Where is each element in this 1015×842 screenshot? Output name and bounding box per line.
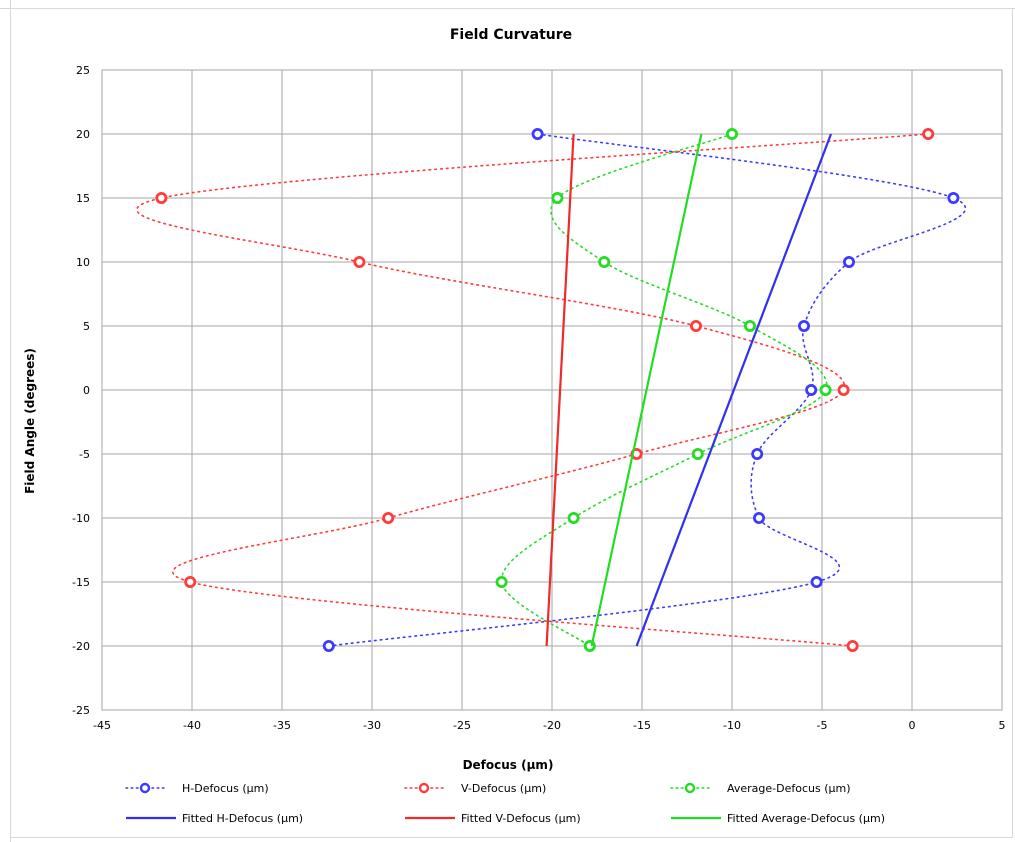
y-tick-label: -25 — [72, 704, 90, 717]
legend-item: Fitted H-Defocus (µm) — [126, 812, 303, 825]
x-tick-label: 5 — [999, 719, 1006, 732]
series-4 — [545, 133, 575, 647]
chart-title: Field Curvature — [450, 27, 572, 43]
legend-item: V-Defocus (µm) — [404, 782, 546, 795]
data-point — [353, 255, 366, 268]
data-point — [798, 319, 811, 332]
x-tick-label: -15 — [633, 719, 651, 732]
x-tick-label: -20 — [543, 719, 561, 732]
fitted-line — [590, 133, 703, 647]
data-point — [322, 640, 335, 653]
data-point — [567, 511, 580, 524]
data-point — [837, 383, 850, 396]
data-point — [551, 191, 564, 204]
x-tick-label: -5 — [817, 719, 828, 732]
legend-label: H-Defocus (µm) — [182, 782, 269, 795]
series-curve — [328, 133, 966, 647]
x-tick-label: -30 — [363, 719, 381, 732]
legend-label: Average-Defocus (µm) — [727, 782, 851, 795]
y-tick-label: 15 — [76, 192, 90, 205]
data-point — [495, 576, 508, 589]
y-tick-label: -15 — [72, 576, 90, 589]
y-tick-label: -10 — [72, 512, 90, 525]
legend-marker — [139, 782, 151, 794]
x-tick-label: -45 — [93, 719, 111, 732]
data-point — [843, 255, 856, 268]
legend-label: Fitted H-Defocus (µm) — [182, 812, 303, 825]
data-point — [805, 383, 818, 396]
data-point — [155, 191, 168, 204]
data-point — [810, 576, 823, 589]
data-point — [846, 640, 859, 653]
plot-border — [101, 69, 1003, 711]
y-axis-label: Field Angle (degrees) — [23, 348, 37, 494]
y-tick-label: 25 — [76, 64, 90, 77]
legend-item: H-Defocus (µm) — [125, 782, 269, 795]
y-tick-label: 5 — [83, 320, 90, 333]
x-tick-label: 0 — [909, 719, 916, 732]
series-2 — [495, 128, 832, 653]
legend: H-Defocus (µm) V-Defocus (µm) Average-Defo… — [125, 782, 885, 825]
y-tick-label: -20 — [72, 640, 90, 653]
data-point — [690, 319, 703, 332]
legend-item: Average-Defocus (µm) — [670, 782, 851, 795]
x-tick-label: -35 — [273, 719, 291, 732]
legend-item: Fitted Average-Defocus (µm) — [671, 812, 885, 825]
data-point — [753, 511, 766, 524]
y-tick-label: 0 — [83, 384, 90, 397]
fitted-line — [635, 133, 833, 647]
fitted-line — [545, 133, 575, 647]
axes: -45 -40 -35 -30 -25 -20 -15 -10 -5 0 5 25 20 15 10 5 0 -5… — [72, 64, 1005, 732]
y-tick-label: -5 — [79, 448, 90, 461]
legend-label: Fitted Average-Defocus (µm) — [727, 812, 885, 825]
chart-area[interactable]: -45 -40 -35 -30 -25 -20 -15 -10 -5 0 5 25 20 15 10 5 0 -5… — [10, 8, 1013, 838]
legend-item: Fitted V-Defocus (µm) — [405, 812, 581, 825]
data-point — [382, 511, 395, 524]
series-1 — [136, 128, 935, 653]
x-tick-label: -40 — [183, 719, 201, 732]
data-point — [751, 447, 764, 460]
series-0 — [322, 128, 966, 653]
data-point — [947, 191, 960, 204]
data-point — [691, 447, 704, 460]
series-3 — [635, 133, 833, 647]
data-point — [598, 255, 611, 268]
legend-label: Fitted V-Defocus (µm) — [461, 812, 581, 825]
data-point — [922, 128, 935, 141]
data-point — [726, 128, 739, 141]
data-point — [184, 576, 197, 589]
x-tick-label: -10 — [723, 719, 741, 732]
data-point — [531, 128, 544, 141]
y-tick-label: 20 — [76, 128, 90, 141]
data-point — [819, 383, 832, 396]
series-5 — [590, 133, 703, 647]
field-curvature-chart: -45 -40 -35 -30 -25 -20 -15 -10 -5 0 5 25 20 15 10 5 0 -5… — [23, 27, 1006, 825]
legend-label: V-Defocus (µm) — [461, 782, 546, 795]
x-axis-label: Defocus (µm) — [463, 758, 554, 772]
y-tick-label: 10 — [76, 256, 90, 269]
data-point — [744, 319, 757, 332]
legend-marker — [418, 782, 430, 794]
legend-marker — [684, 782, 696, 794]
x-tick-label: -25 — [453, 719, 471, 732]
series-layer — [136, 128, 966, 653]
